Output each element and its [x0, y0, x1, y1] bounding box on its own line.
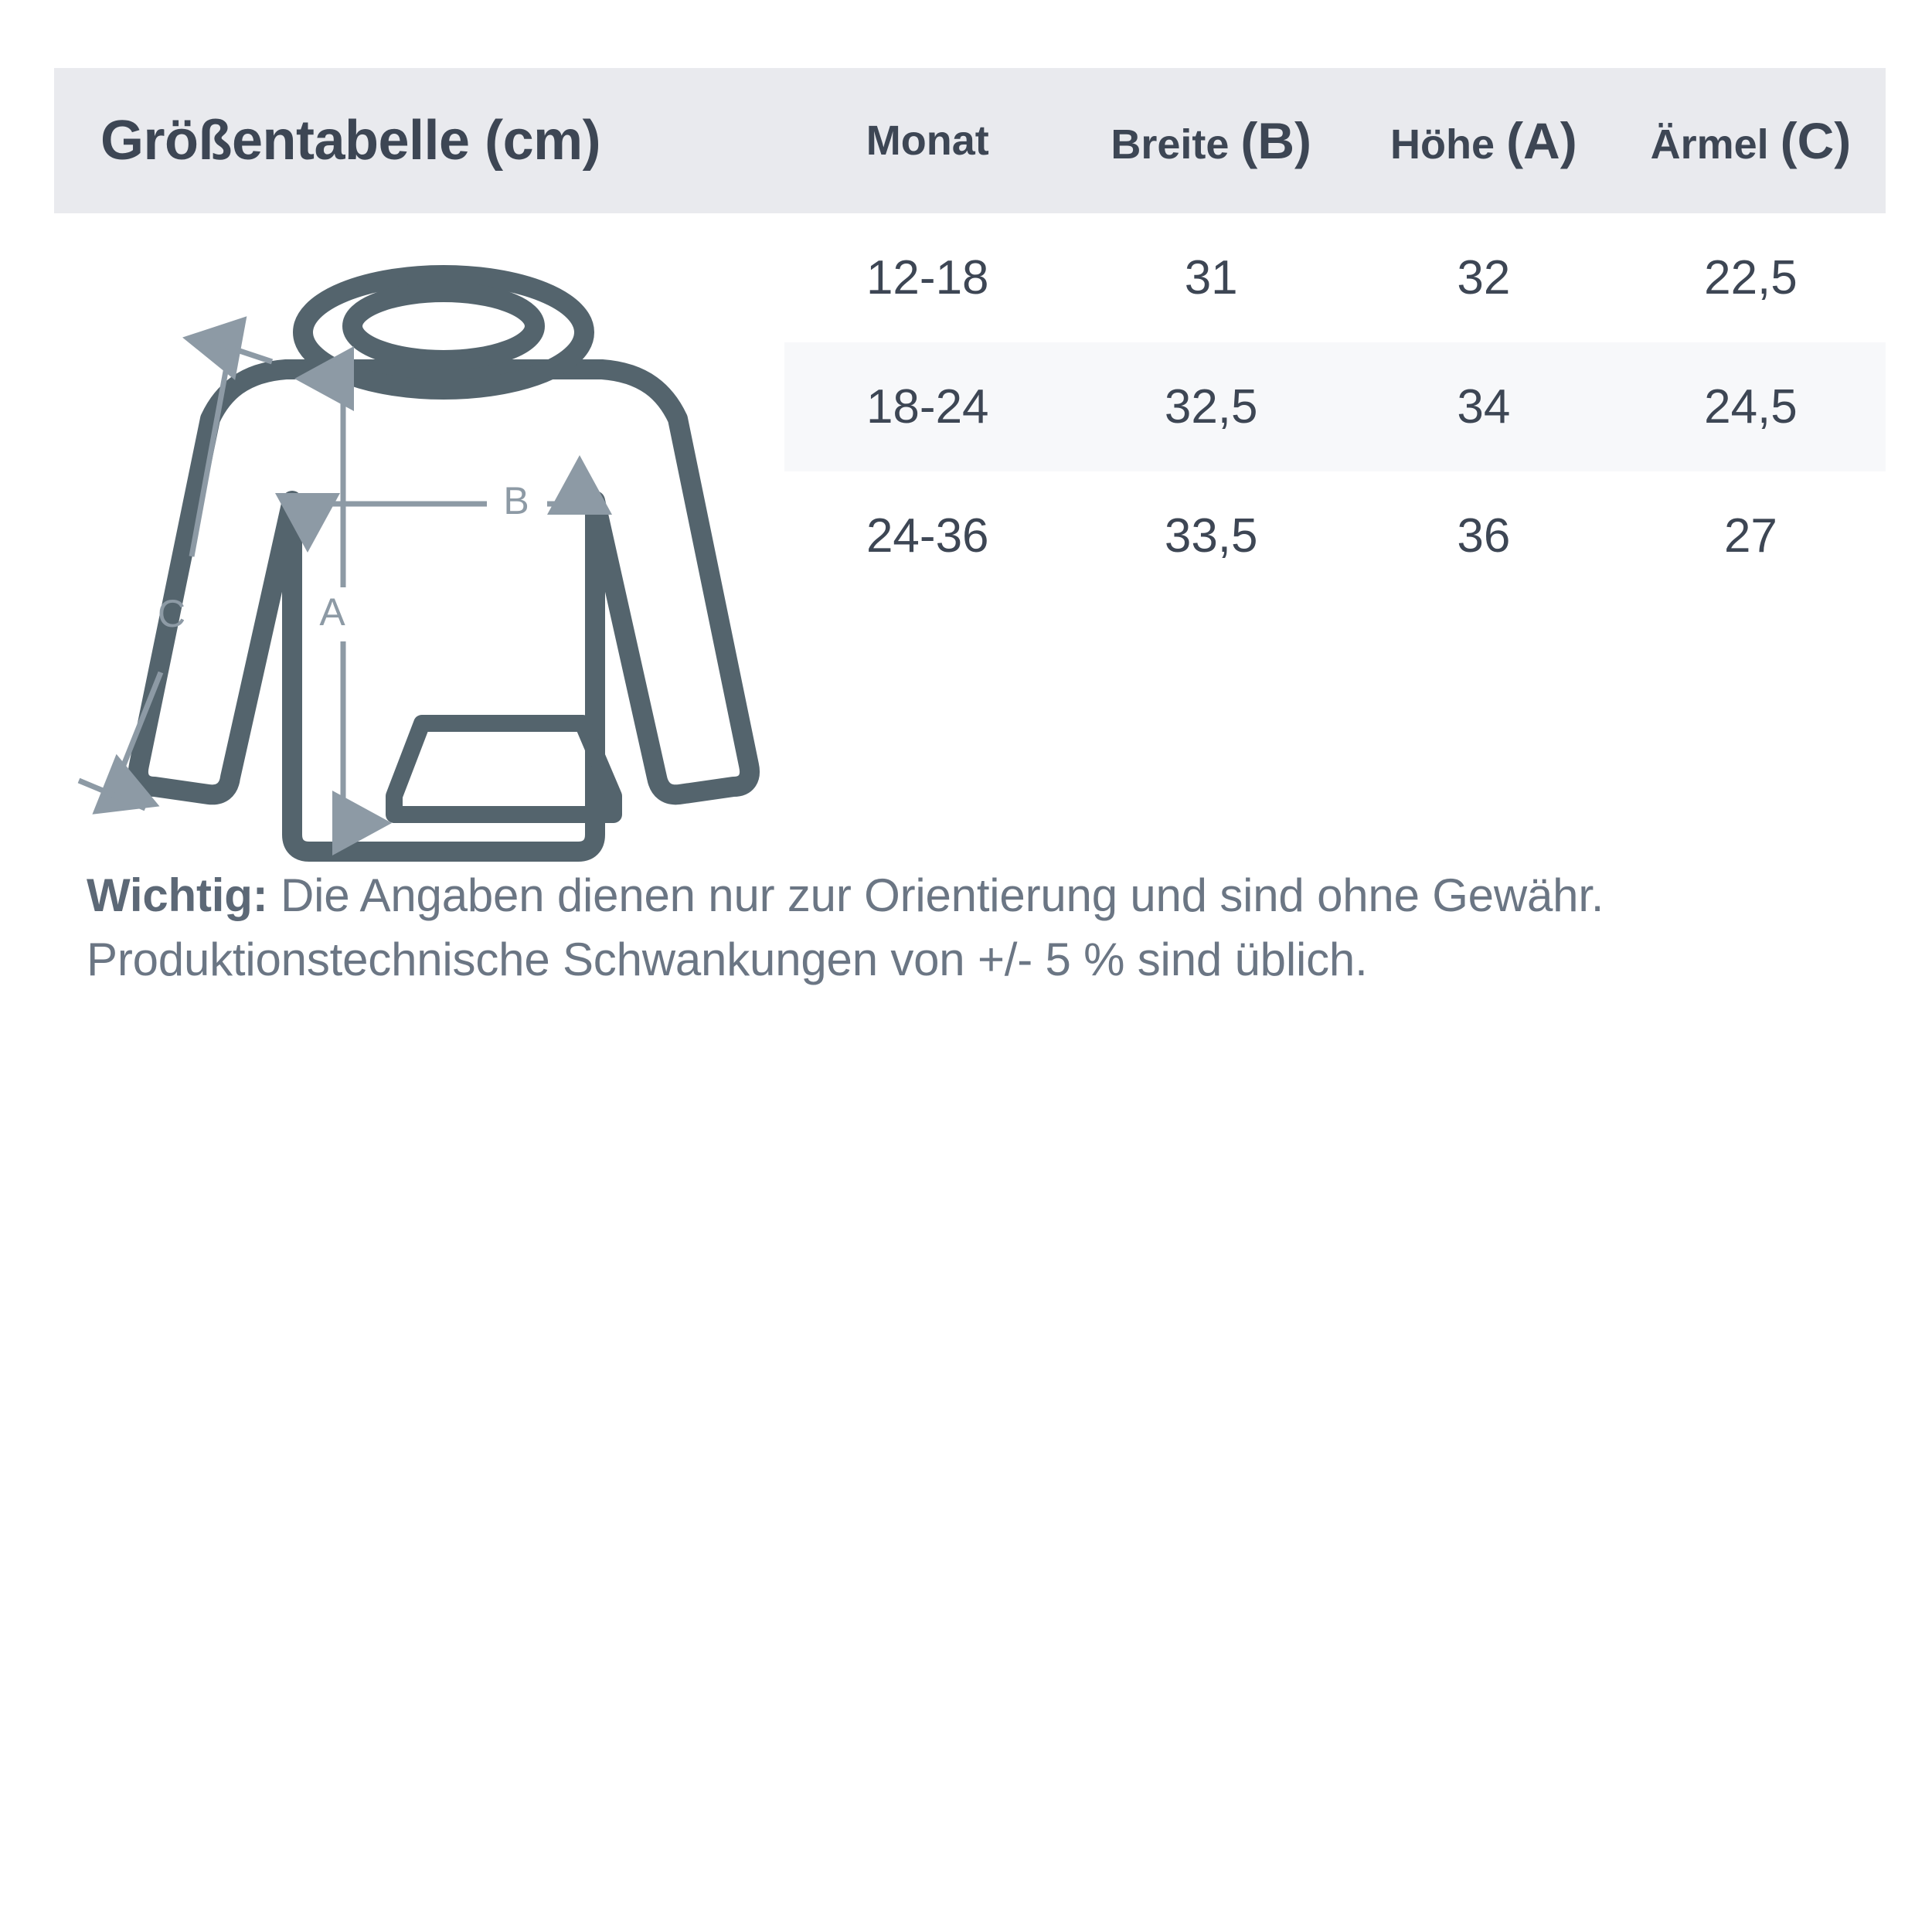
hood-outer-ring: [293, 265, 594, 400]
table-row: 12-18 31 32 22,5: [784, 213, 1886, 342]
column-header-hoehe-dim: (A): [1506, 112, 1577, 169]
footnote: Wichtig: Die Angaben dienen nur zur Orie…: [87, 864, 1849, 992]
dimension-label-c: C: [158, 592, 185, 635]
table-header-band: [54, 68, 1886, 213]
cell-monat: 24-36: [866, 509, 989, 563]
column-header-hoehe: Höhe (A): [1352, 68, 1616, 213]
column-header-aermel-dim: (C): [1780, 112, 1852, 169]
hood-inner-opening: [342, 282, 545, 370]
dimension-annotations: [77, 316, 612, 855]
dimension-c-tick-bottom: [77, 777, 147, 811]
table-row: 24-36 33,5 36 27: [784, 471, 1886, 600]
kangaroo-pocket: [386, 715, 622, 823]
column-header-aermel-label: Ärmel: [1650, 121, 1769, 168]
column-header-breite: Breite (B): [1071, 68, 1352, 213]
column-header-monat-label: Monat: [866, 117, 989, 164]
hoodie-body-and-sleeves: [128, 359, 760, 862]
size-table: Monat Breite (B) Höhe (A) Ärmel (C) 12-1…: [784, 68, 1886, 600]
cell-breite: 32,5: [1164, 380, 1258, 434]
cell-breite: 33,5: [1164, 509, 1258, 563]
cell-hoehe: 34: [1457, 380, 1511, 434]
dimension-label-b: B: [503, 479, 529, 522]
footnote-line-1-text: Die Angaben dienen nur zur Orientierung …: [267, 869, 1604, 921]
hoodie-measurement-diagram: A B C: [46, 255, 819, 866]
cell-hoehe: 36: [1457, 509, 1511, 563]
footnote-lead: Wichtig:: [87, 869, 268, 921]
column-header-aermel: Ärmel (C): [1616, 68, 1886, 213]
column-header-monat: Monat: [784, 68, 1071, 213]
table-row: 18-24 32,5 34 24,5: [784, 342, 1886, 471]
page-title: Größentabelle (cm): [100, 110, 601, 172]
dimension-label-a: A: [319, 590, 345, 634]
column-header-hoehe-label: Höhe: [1390, 121, 1495, 168]
cell-monat: 18-24: [866, 380, 989, 434]
cell-breite: 31: [1184, 251, 1238, 304]
dimension-c-arrow-upper: [182, 316, 247, 557]
footnote-line-2: Produktionstechnische Schwankungen von +…: [87, 933, 1368, 985]
dimension-c-arrow-lower: [92, 671, 164, 815]
cell-aermel: 24,5: [1704, 380, 1798, 434]
dimension-c-tick-top: [201, 335, 274, 365]
cell-hoehe: 32: [1457, 251, 1511, 304]
table-header-row: Monat Breite (B) Höhe (A) Ärmel (C): [784, 68, 1886, 213]
column-header-breite-dim: (B): [1240, 112, 1312, 169]
column-header-breite-label: Breite: [1111, 121, 1230, 168]
footnote-line-1: Wichtig: Die Angaben dienen nur zur Orie…: [87, 864, 1849, 928]
cell-monat: 12-18: [866, 251, 989, 304]
cell-aermel: 27: [1723, 509, 1777, 563]
cell-aermel: 22,5: [1704, 251, 1798, 304]
